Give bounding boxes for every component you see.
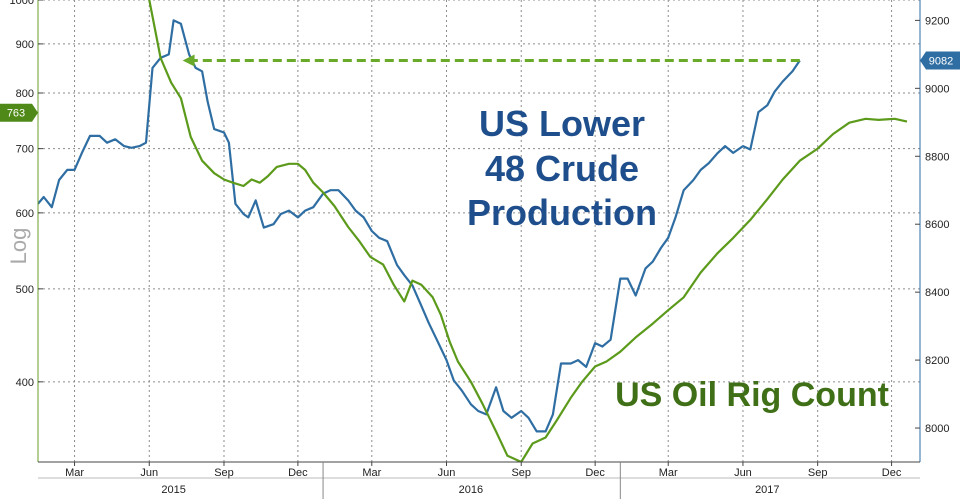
series-line-rig-count [148, 0, 908, 462]
x-tick-label: Dec [288, 467, 308, 479]
last-value-badge-crude-production [920, 51, 960, 70]
left-tick-label: 1000 [10, 0, 34, 7]
annotation-production-line-2: 48 Crude [485, 148, 639, 189]
x-tick-label: Mar [362, 467, 381, 479]
x-tick-label: Jun [438, 467, 456, 479]
x-tick-label: Jun [140, 467, 158, 479]
y-axis-label: Log [6, 228, 31, 265]
dashed-arrow-head [182, 54, 195, 67]
right-tick-label: 9000 [925, 83, 949, 95]
badges: 763 9082 [0, 51, 960, 122]
right-tick-label: 8400 [925, 287, 949, 299]
left-tick-label: 700 [16, 144, 34, 156]
right-tick-label: 8000 [925, 423, 949, 435]
year-label: 2016 [459, 484, 483, 496]
x-tick-label: Dec [882, 467, 902, 479]
left-tick-label: 500 [16, 284, 34, 296]
last-value-badge-rig-count [0, 103, 38, 122]
left-tick-label: 600 [16, 208, 34, 220]
annotation-production-line-3: Production [467, 192, 657, 233]
annotation-production-line-1: US Lower [479, 103, 645, 144]
x-tick-label: Sep [511, 467, 531, 479]
annotation-rig-count: US Oil Rig Count [615, 376, 889, 414]
left-tick-label: 800 [16, 88, 34, 100]
left-tick-label: 900 [16, 39, 34, 51]
right-tick-label: 8600 [925, 219, 949, 231]
grid-lines [38, 0, 920, 462]
series-layer [38, 0, 908, 462]
right-tick-label: 8200 [925, 355, 949, 367]
x-tick-label: Mar [659, 467, 678, 479]
series-line-crude-production [38, 19, 801, 433]
x-tick-label: Sep [214, 467, 234, 479]
arrow-layer [182, 54, 800, 67]
last-value-badge-rig-count-text: 763 [7, 108, 25, 120]
x-tick-label: Dec [585, 467, 605, 479]
year-label: 2015 [161, 484, 185, 496]
last-value-badge-crude-production-text: 9082 [929, 55, 953, 67]
right-tick-label: 9200 [925, 15, 949, 27]
year-label: 2017 [755, 484, 779, 496]
right-tick-label: 8800 [925, 151, 949, 163]
left-tick-label: 400 [16, 377, 34, 389]
x-tick-label: Mar [65, 467, 84, 479]
x-tick-label: Jun [734, 467, 752, 479]
axes: 400 500 600 700 800 900 1000 8000 8200 8400 8600 88… [10, 0, 949, 499]
x-tick-label: Sep [808, 467, 828, 479]
